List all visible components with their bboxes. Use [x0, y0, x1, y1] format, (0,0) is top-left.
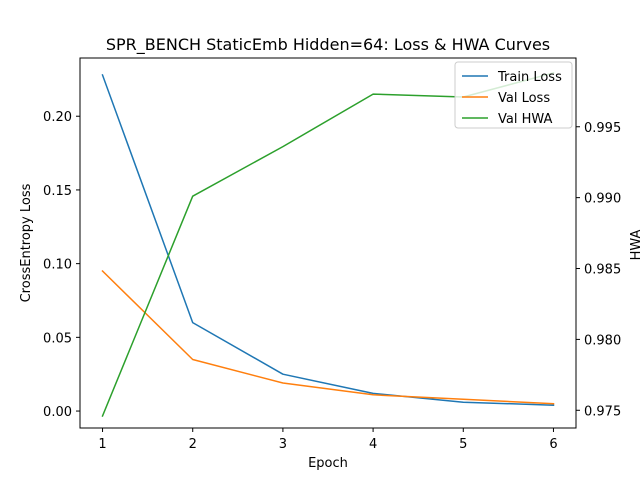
y-left-tick-label: 0.20 — [43, 110, 72, 125]
series-line-val-loss — [101, 269, 555, 405]
y-axis-right-label: HWA — [629, 229, 640, 260]
legend-box — [454, 61, 573, 129]
series-line-train-loss — [101, 74, 555, 406]
x-axis-label: Epoch — [308, 456, 348, 471]
y-right-tick-label: 0.990 — [584, 192, 621, 207]
y-left-tick-label: 0.00 — [43, 405, 72, 420]
x-tick-label: 6 — [549, 437, 557, 452]
y-left-tick-label: 0.05 — [43, 331, 72, 346]
chart-title: SPR_BENCH StaticEmb Hidden=64: Loss & HW… — [106, 35, 550, 55]
x-tick-label: 2 — [189, 437, 197, 452]
legend-entry: Val HWA — [498, 112, 553, 127]
y-axis-left-label: CrossEntropy Loss — [19, 183, 34, 302]
y-right-tick-label: 0.995 — [584, 121, 621, 136]
x-tick-label: 3 — [279, 437, 287, 452]
y-right-tick-label: 0.975 — [584, 404, 621, 419]
y-left-tick-label: 0.15 — [43, 184, 72, 199]
legend-entry: Train Loss — [497, 70, 562, 85]
x-tick-label: 1 — [98, 437, 106, 452]
legend-entry: Val Loss — [498, 91, 550, 106]
y-right-tick-label: 0.980 — [584, 333, 621, 348]
y-left-tick-label: 0.10 — [43, 258, 72, 273]
y-axis-left: 0.00 0.05 0.10 0.15 0.20 — [43, 110, 80, 420]
legend: Train Loss Val Loss Val HWA — [454, 61, 573, 129]
x-tick-label: 5 — [459, 437, 467, 452]
plot-frame — [79, 57, 577, 429]
y-axis-right: 0.975 0.980 0.985 0.990 0.995 — [576, 121, 621, 419]
x-axis: 1 2 3 4 5 6 — [98, 428, 558, 452]
x-tick-label: 4 — [369, 437, 377, 452]
y-right-tick-label: 0.985 — [584, 263, 621, 278]
